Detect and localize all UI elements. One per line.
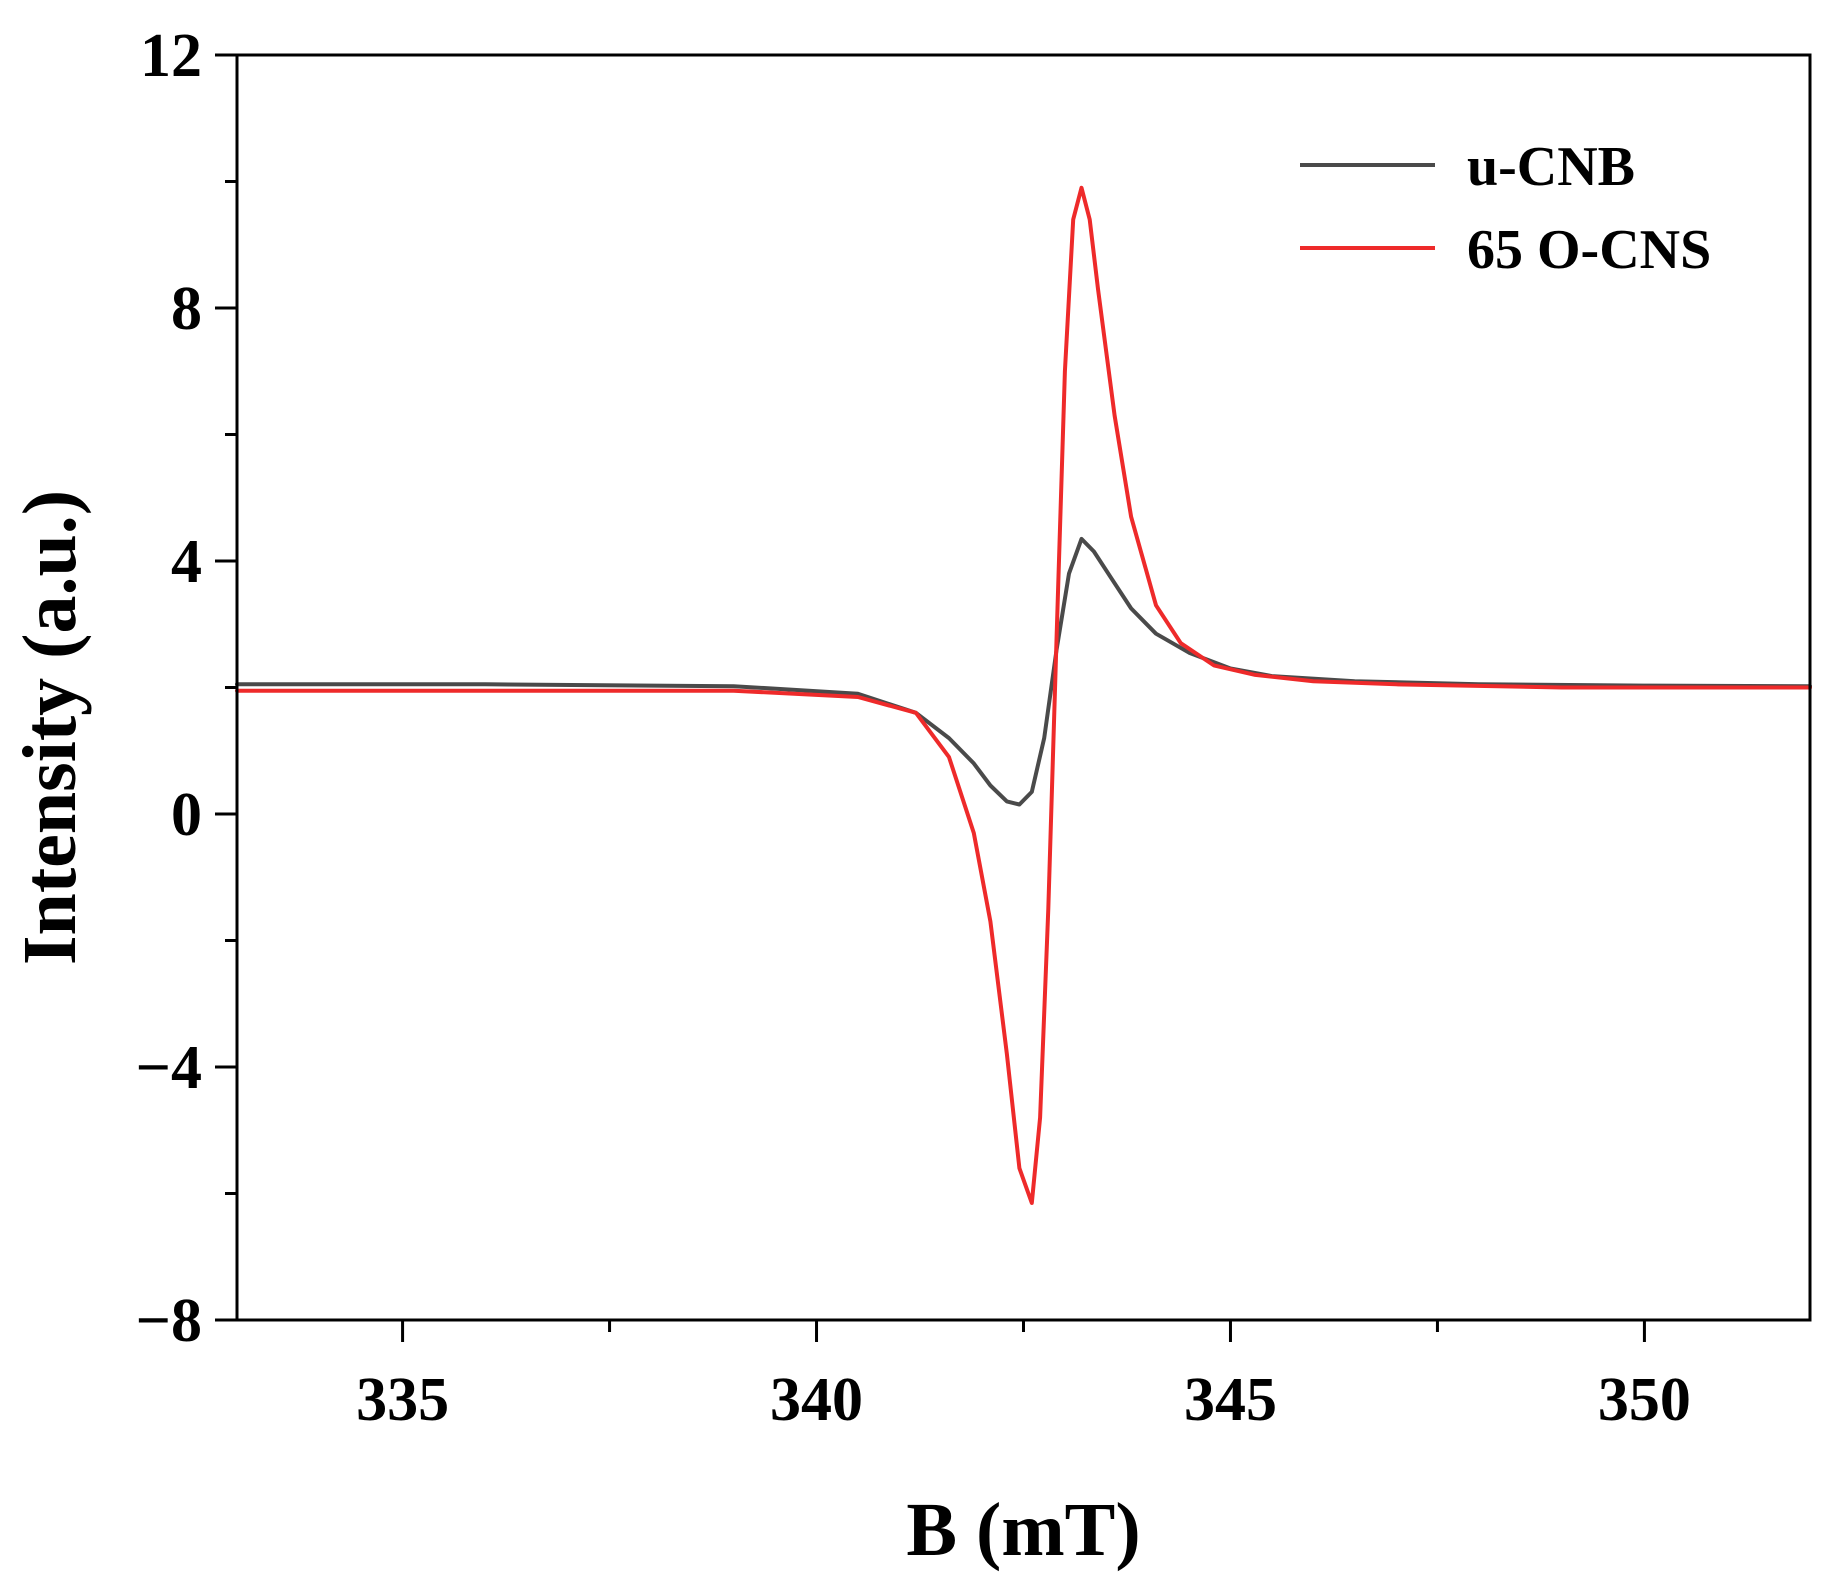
- legend-label-65-o-cns: 65 O-CNS: [1467, 219, 1711, 281]
- plot-frame: [235, 53, 1812, 1322]
- x-axis-label: B (mT): [906, 1488, 1140, 1572]
- x-tick-label: 350: [1598, 1366, 1691, 1434]
- tick-marks: [215, 53, 1646, 1342]
- y-tick-label: 0: [171, 781, 202, 849]
- y-axis-label: Intensity (a.u.): [8, 490, 92, 965]
- series-lines: [235, 185, 1812, 1205]
- legend: u-CNB 65 O-CNS: [1300, 136, 1711, 281]
- tick-labels: 335 340 345 350 −8 −4 0 4 8 12: [136, 22, 1691, 1434]
- y-tick-label: −4: [136, 1034, 202, 1102]
- x-tick-label: 335: [356, 1366, 449, 1434]
- y-tick-label: 8: [171, 275, 202, 343]
- y-tick-label: −8: [136, 1287, 202, 1355]
- y-tick-label: 12: [140, 22, 202, 90]
- x-tick-label: 345: [1184, 1366, 1277, 1434]
- x-tick-label: 340: [770, 1366, 863, 1434]
- y-tick-label: 4: [171, 528, 202, 596]
- legend-label-u-cnb: u-CNB: [1467, 136, 1635, 198]
- series-line-65-o-cns: [235, 185, 1812, 1205]
- series-line-u-cnb: [235, 536, 1812, 807]
